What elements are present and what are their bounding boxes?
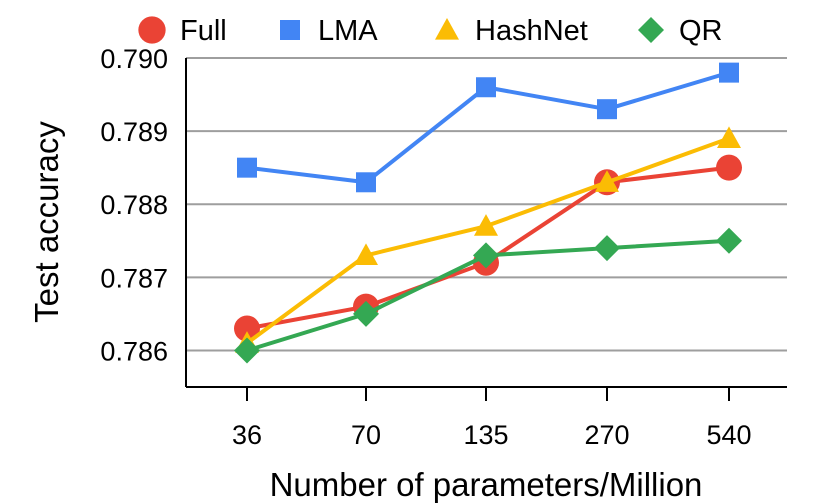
legend-label-lma: LMA bbox=[318, 15, 378, 47]
x-tick-label: 36 bbox=[232, 420, 262, 450]
legend-marker-full bbox=[138, 16, 166, 44]
data-point-qr bbox=[594, 235, 620, 262]
axes: 0.786 0.787 0.788 0.789 0.790 36 70 135 270 540 bbox=[100, 44, 787, 450]
x-tick-label: 135 bbox=[463, 420, 508, 450]
series-group bbox=[234, 62, 742, 364]
legend-marker-qr bbox=[638, 17, 664, 43]
y-axis-title: Test accuracy bbox=[28, 121, 65, 323]
data-point-qr bbox=[716, 227, 742, 254]
x-tick-label: 540 bbox=[706, 420, 751, 450]
data-point-lma bbox=[597, 99, 617, 120]
data-point-full bbox=[716, 154, 742, 181]
legend-item-full: Full bbox=[138, 15, 227, 47]
data-point-lma bbox=[356, 172, 376, 193]
data-point-lma bbox=[476, 77, 496, 98]
data-point-qr bbox=[473, 242, 499, 269]
y-tick-label: 0.789 bbox=[100, 117, 168, 147]
legend: Full LMA HashNet QR bbox=[138, 15, 723, 47]
legend-item-qr: QR bbox=[638, 15, 723, 47]
data-point-full bbox=[234, 315, 260, 342]
y-tick-label: 0.790 bbox=[100, 44, 168, 74]
data-point-hashnet bbox=[474, 214, 498, 236]
legend-item-lma: LMA bbox=[280, 15, 378, 47]
x-axis-title: Number of parameters/Million bbox=[270, 466, 703, 503]
data-point-hashnet bbox=[595, 170, 619, 192]
series-lma bbox=[237, 62, 739, 193]
legend-label-full: Full bbox=[180, 15, 227, 47]
series-hashnet bbox=[235, 126, 741, 353]
data-point-hashnet bbox=[354, 243, 378, 265]
grid-lines bbox=[186, 57, 787, 352]
legend-marker-lma bbox=[280, 20, 300, 40]
data-point-lma bbox=[237, 157, 257, 178]
legend-label-hashnet: HashNet bbox=[475, 15, 588, 47]
data-point-qr bbox=[234, 337, 260, 364]
legend-label-qr: QR bbox=[679, 15, 723, 47]
data-point-qr bbox=[353, 300, 379, 327]
x-tick-label: 270 bbox=[584, 420, 629, 450]
series-line-hashnet bbox=[245, 136, 730, 345]
data-point-lma bbox=[719, 62, 739, 83]
series-qr bbox=[234, 227, 742, 364]
data-point-hashnet bbox=[717, 126, 741, 149]
x-tick-label: 70 bbox=[351, 420, 381, 450]
y-tick-label: 0.788 bbox=[100, 190, 168, 220]
legend-item-hashnet: HashNet bbox=[435, 15, 588, 47]
y-tick-label: 0.787 bbox=[100, 263, 168, 293]
legend-marker-hashnet bbox=[435, 18, 459, 40]
y-tick-label: 0.786 bbox=[100, 336, 168, 366]
